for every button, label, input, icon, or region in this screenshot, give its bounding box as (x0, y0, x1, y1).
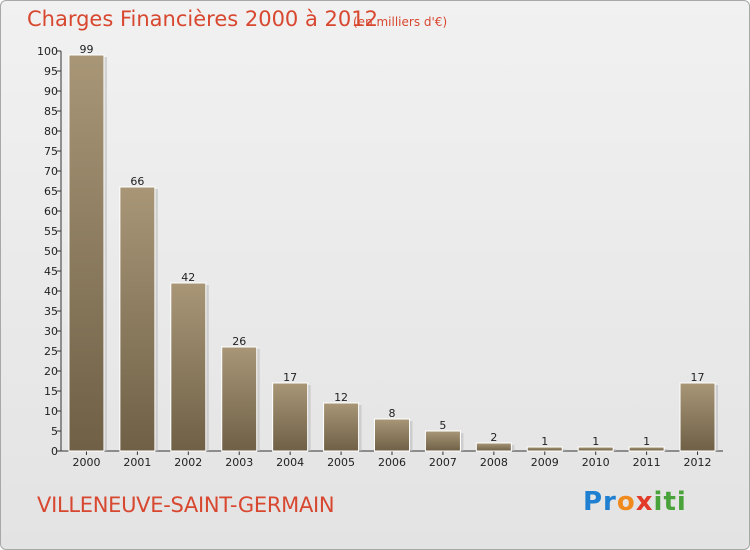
x-tick-label: 2012 (684, 456, 712, 469)
chart-title: Charges Financières 2000 à 2012 (27, 7, 378, 31)
bar-2009 (526, 446, 563, 452)
bar-2002 (170, 282, 207, 452)
y-tick-label: 50 (44, 245, 58, 258)
bar-value-label: 17 (691, 371, 705, 384)
y-tick-label: 60 (44, 205, 58, 218)
y-tick-label: 90 (44, 85, 58, 98)
bar-value-label: 1 (541, 435, 548, 448)
x-tick-label: 2004 (276, 456, 304, 469)
x-tick-label: 2000 (72, 456, 100, 469)
x-tick-label: 2002 (174, 456, 202, 469)
bar-value-label: 42 (181, 271, 195, 284)
y-tick-label: 15 (44, 385, 58, 398)
y-axis: 0 5 10 15 20 25 30 35 40 45 50 55 60 65 70 75 80 85 90 95 10… (37, 45, 62, 458)
bar-value-label: 17 (283, 371, 297, 384)
bar-2000 (68, 54, 105, 452)
bar-value-label: 1 (643, 435, 650, 448)
y-tick-label: 55 (44, 225, 58, 238)
bar-value-label: 2 (490, 431, 497, 444)
bar-value-label: 66 (130, 175, 144, 188)
x-tick-label: 2005 (327, 456, 355, 469)
y-tick-label: 75 (44, 145, 58, 158)
x-tick-label: 2009 (531, 456, 559, 469)
x-tick-label: 2006 (378, 456, 406, 469)
y-tick-label: 35 (44, 305, 58, 318)
bar-2005 (323, 402, 360, 452)
x-axis: 2000 2001 2002 2003 2004 2005 2006 2007 2008 2009… (61, 450, 723, 469)
chart-subtitle: (en milliers d'€) (353, 15, 448, 29)
bar-value-label: 99 (79, 43, 93, 56)
bar-value-label: 5 (439, 419, 446, 432)
bars: 99 66 42 26 17 12 8 5 2 1 1 1 17 (68, 43, 719, 452)
x-tick-label: 2003 (225, 456, 253, 469)
y-tick-label: 40 (44, 285, 58, 298)
x-tick-label: 2011 (633, 456, 661, 469)
bar-2007 (424, 430, 461, 452)
x-tick-label: 2001 (123, 456, 151, 469)
y-tick-label: 45 (44, 265, 58, 278)
bar-2012 (679, 382, 716, 452)
y-tick-label: 85 (44, 105, 58, 118)
bar-2004 (272, 382, 309, 452)
y-tick-label: 70 (44, 165, 58, 178)
bar-value-label: 1 (592, 435, 599, 448)
x-tick-label: 2010 (582, 456, 610, 469)
bar-value-label: 8 (389, 407, 396, 420)
logo-letter-x: x (635, 487, 654, 517)
y-tick-label: 30 (44, 325, 58, 338)
bar-2006 (374, 418, 410, 452)
bar-2003 (221, 346, 258, 452)
bar-2008 (475, 442, 512, 452)
bar-value-label: 26 (232, 335, 246, 348)
y-tick-label: 80 (44, 125, 58, 138)
y-tick-label: 25 (44, 345, 58, 358)
proxiti-logo[interactable]: Proxiti (583, 487, 687, 517)
bar-2011 (628, 446, 665, 452)
bar-2001 (119, 186, 156, 452)
x-tick-label: 2008 (480, 456, 508, 469)
y-tick-label: 100 (37, 45, 58, 58)
y-tick-label: 5 (51, 425, 58, 438)
y-tick-label: 65 (44, 185, 58, 198)
logo-letters-p: Pr (583, 487, 617, 517)
logo-letter-o: o (616, 487, 636, 517)
bar-2010 (577, 446, 614, 452)
y-tick-label: 0 (51, 445, 58, 458)
bar-value-label: 12 (334, 391, 348, 404)
logo-letters-iti: iti (653, 487, 687, 517)
y-tick-label: 95 (44, 65, 58, 78)
y-tick-label: 20 (44, 365, 58, 378)
commune-name: VILLENEUVE-SAINT-GERMAIN (37, 493, 335, 517)
x-tick-label: 2007 (429, 456, 457, 469)
y-tick-label: 10 (44, 405, 58, 418)
